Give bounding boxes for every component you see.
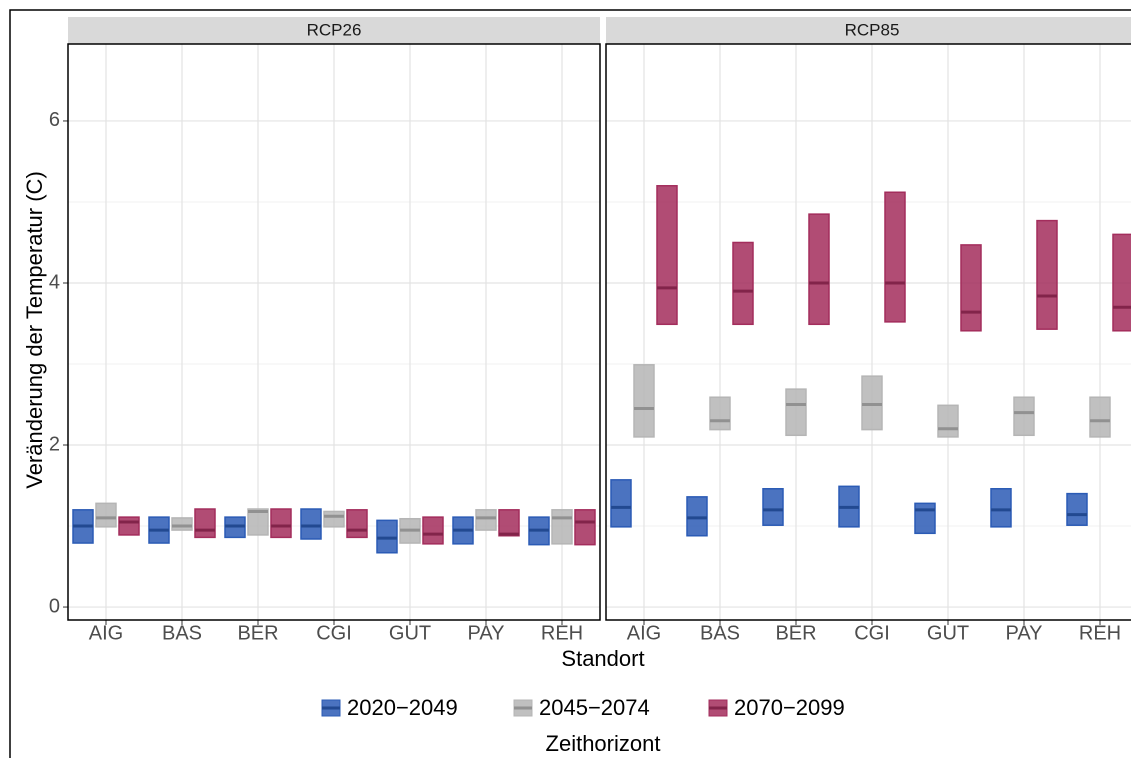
crossbar-box	[808, 213, 830, 326]
x-tick-label: CGI	[316, 622, 352, 644]
facet-title: RCP26	[307, 20, 362, 39]
x-tick-label: BER	[237, 622, 278, 644]
crossbar-box	[610, 479, 632, 528]
crossbar-box	[95, 502, 117, 528]
crossbar-box	[762, 488, 784, 526]
x-tick-label: BAS	[162, 622, 202, 644]
crossbar-box	[422, 516, 444, 545]
crossbar-box	[270, 508, 292, 539]
x-tick-label: REH	[541, 622, 583, 644]
legend-label: 2045−2074	[539, 695, 650, 720]
crossbar-box	[1089, 396, 1111, 438]
y-tick-label: 4	[49, 271, 60, 293]
x-tick-label: BAS	[700, 622, 740, 644]
crossbar-box	[498, 509, 520, 537]
x-axis-title: Standort	[561, 646, 644, 671]
x-tick-label: AIG	[627, 622, 661, 644]
y-tick-label: 2	[49, 433, 60, 455]
crossbar-box	[1112, 233, 1131, 332]
strip	[68, 17, 600, 44]
crossbar-box	[732, 241, 754, 326]
x-tick-label: PAY	[467, 622, 504, 644]
crossbar-box	[937, 404, 959, 438]
crossbar-box	[990, 488, 1012, 528]
crossbar-box	[574, 509, 596, 546]
x-tick-label: PAY	[1005, 622, 1042, 644]
x-tick-label: BER	[775, 622, 816, 644]
y-tick-label: 0	[49, 595, 60, 617]
crossbar-box	[884, 191, 906, 323]
crossbar-box	[785, 388, 807, 437]
y-tick-label: 6	[49, 109, 60, 131]
crossbar-box	[914, 502, 936, 535]
crossbar-box	[118, 516, 140, 536]
x-tick-label: AIG	[89, 622, 123, 644]
crossbar-box	[960, 244, 982, 332]
facet-title: RCP85	[845, 20, 900, 39]
crossbar-box	[194, 508, 216, 539]
crossbar-box	[300, 508, 322, 540]
panel-border	[67, 43, 601, 621]
x-tick-label: GUT	[927, 622, 969, 644]
crossbar-box	[1066, 492, 1088, 526]
crossbar-box	[346, 509, 368, 539]
crossbar-box	[475, 509, 497, 531]
x-tick-label: GUT	[389, 622, 431, 644]
y-axis-title: Veränderung der Temperatur (C)	[22, 171, 47, 489]
plot-border	[9, 9, 1131, 758]
panel-border	[605, 43, 1131, 621]
crossbar-box	[686, 496, 708, 537]
legend-label: 2020−2049	[347, 695, 458, 720]
crossbar-box	[247, 508, 269, 536]
crossbar-box	[171, 517, 193, 531]
x-tick-label: CGI	[854, 622, 890, 644]
crossbar-box	[1036, 219, 1058, 330]
legend-label: 2070−2099	[734, 695, 845, 720]
crossbar-box	[551, 509, 573, 545]
crossbar-box	[656, 185, 678, 326]
legend-title: Zeithorizont	[546, 731, 661, 756]
crossbar-box	[709, 396, 731, 431]
crossbar-box	[1013, 396, 1035, 437]
crossbar-box	[861, 375, 883, 431]
crossbar-box	[633, 364, 655, 438]
crossbar-box	[323, 510, 345, 528]
x-tick-label: REH	[1079, 622, 1121, 644]
strip	[606, 17, 1131, 44]
crossbar-box	[376, 519, 398, 554]
